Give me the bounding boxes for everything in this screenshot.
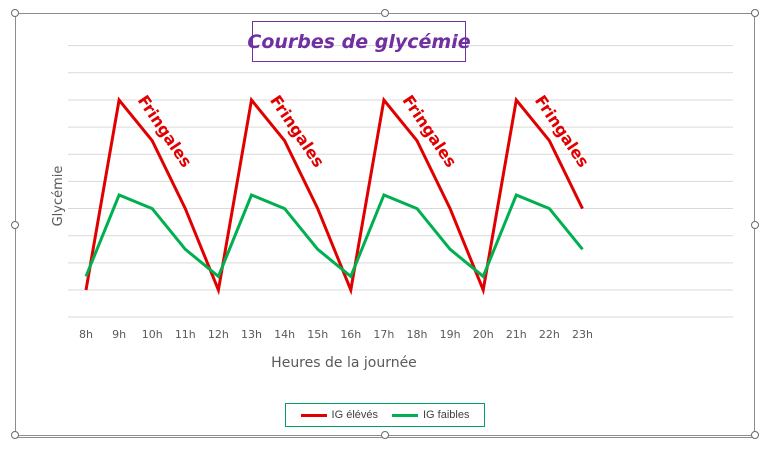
resize-handle-bottom-left[interactable] [11, 431, 19, 439]
gridlines [68, 45, 733, 318]
x-tick-label: 10h [142, 328, 163, 341]
x-tick-label: 9h [112, 328, 126, 341]
legend-label: IG élévés [331, 409, 378, 421]
legend-swatch-green [392, 413, 418, 417]
x-tick-label: 15h [307, 328, 328, 341]
x-tick-label: 11h [175, 328, 196, 341]
x-tick-label: 22h [539, 328, 560, 341]
chart-title[interactable]: Courbes de glycémie [247, 21, 471, 62]
x-tick-labels: 8h 9h 10h 11h 12h 13h 14h 15h 16h 17h 18h 19h 20h 21h… [79, 328, 593, 341]
resize-handle-top-left[interactable] [11, 9, 19, 17]
x-tick-label: 18h [407, 328, 428, 341]
legend-item-ig-faibles: IG faibles [392, 409, 469, 421]
resize-handle-middle-left[interactable] [11, 221, 19, 229]
x-tick-label: 17h [373, 328, 394, 341]
series-line-2 [84, 193, 584, 279]
y-axis-label: Glycémie [51, 166, 66, 227]
resize-handle-top-right[interactable] [751, 9, 759, 17]
resize-handle-top-center[interactable] [381, 9, 389, 17]
x-tick-label: 20h [473, 328, 494, 341]
legend-swatch-red [300, 413, 327, 417]
chart-legend[interactable]: IG élévés IG faibles [285, 403, 485, 427]
x-tick-label: 12h [208, 328, 229, 341]
resize-handle-bottom-right[interactable] [751, 431, 759, 439]
resize-handle-middle-right[interactable] [751, 221, 759, 229]
annotations: Fringales Fringales Fringales Fringales [134, 92, 593, 171]
series-line-1 [84, 96, 584, 296]
x-tick-label: 13h [241, 328, 262, 341]
legend-item-ig-eleves: IG élévés [300, 409, 378, 421]
x-axis-label: Heures de la journée [271, 355, 417, 371]
resize-handle-bottom-center[interactable] [381, 431, 389, 439]
x-tick-label: 23h [572, 328, 593, 341]
x-tick-label: 14h [274, 328, 295, 341]
x-tick-label: 19h [440, 328, 461, 341]
x-tick-label: 16h [340, 328, 361, 341]
x-tick-label: 8h [79, 328, 93, 341]
x-tick-label: 21h [506, 328, 527, 341]
series-lines [84, 96, 584, 296]
legend-label: IG faibles [423, 409, 470, 421]
